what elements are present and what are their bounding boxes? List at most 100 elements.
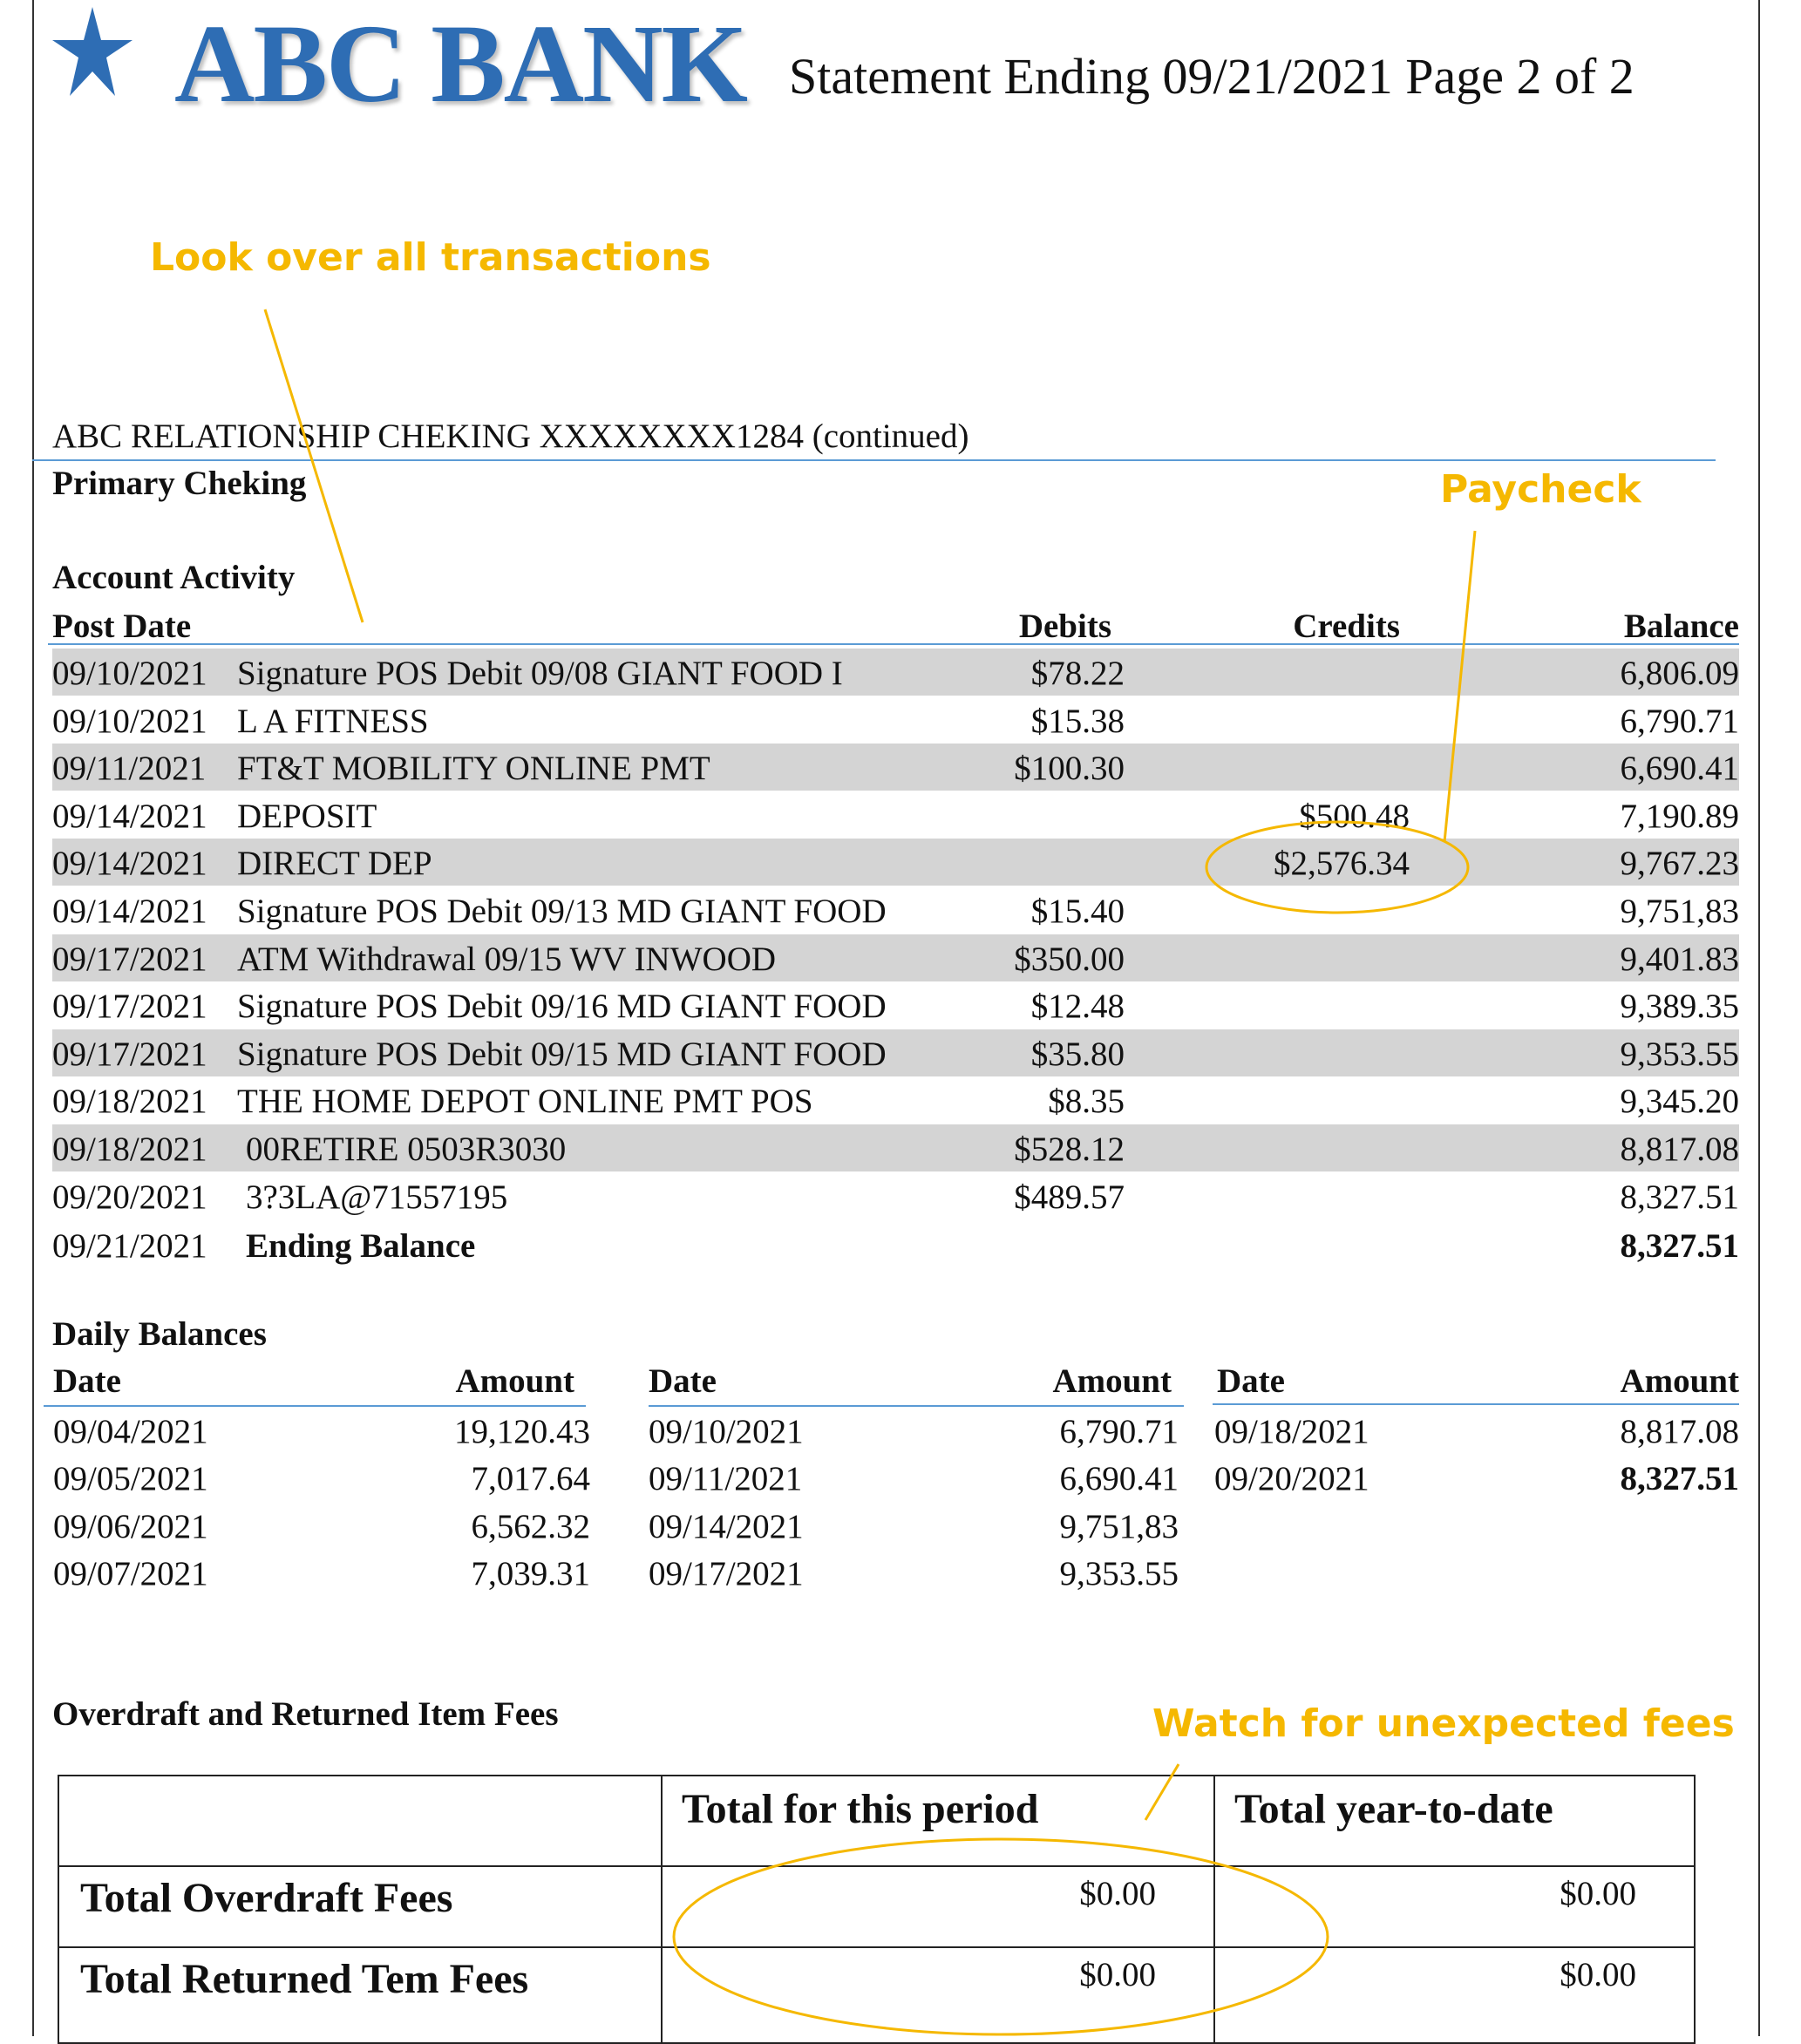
- debit-cell: $15.38: [1030, 702, 1125, 740]
- debit-cell: $35.80: [1030, 1035, 1125, 1073]
- fees-ytd-value: $0.00: [1213, 1865, 1696, 1948]
- ending-label: Ending Balance: [246, 1227, 476, 1265]
- daily-amount: 7,017.64: [471, 1460, 591, 1498]
- table-row: 09/17/2021 ATM Withdrawal 09/15 WV INWOOD…: [52, 934, 1739, 981]
- date-cell: 09/18/2021: [52, 1131, 207, 1168]
- account-title: ABC RELATIONSHIP CHEKING XXXXXXXX1284 (c…: [52, 418, 969, 455]
- debit-cell: $100.30: [1014, 750, 1125, 788]
- daily-date: 09/07/2021: [53, 1554, 208, 1592]
- daily-date: 09/20/2021: [1214, 1460, 1369, 1498]
- activity-header-row: Post Date Debits Credits Balance: [52, 601, 1739, 649]
- fees-row: Total Overdraft Fees $0.00 $0.00: [58, 1865, 1696, 1948]
- description-cell: 00RETIRE 0503R3030: [246, 1131, 567, 1168]
- daily-amount: 6,690.41: [1059, 1460, 1179, 1498]
- fees-row: Total Returned Tem Fees $0.00 $0.00: [58, 1946, 1696, 2044]
- debit-cell: $528.12: [1014, 1131, 1125, 1168]
- table-row: 09/17/2021 Signature POS Debit 09/16 MD G…: [52, 981, 1739, 1029]
- divider: [1213, 1403, 1739, 1405]
- daily-date: 09/05/2021: [53, 1460, 208, 1498]
- activity-title: Account Activity: [52, 559, 296, 596]
- date-cell: 09/17/2021: [52, 988, 207, 1026]
- daily-date: 09/06/2021: [53, 1507, 208, 1545]
- divider: [649, 1405, 1184, 1407]
- date-cell: 09/14/2021: [52, 797, 207, 835]
- page-border-right: [1758, 0, 1760, 2036]
- date-cell: 09/17/2021: [52, 940, 207, 978]
- balance-cell: 7,190.89: [1620, 797, 1740, 835]
- table-row: 09/18/2021 00RETIRE 0503R3030 $528.12 8,817…: [52, 1124, 1739, 1171]
- daily-amount: 6,790.71: [1059, 1413, 1179, 1450]
- annotation-paycheck: Paycheck: [1440, 467, 1641, 512]
- daily-amount: 7,039.31: [471, 1554, 591, 1592]
- description-cell: L A FITNESS: [237, 702, 429, 740]
- daily-date: 09/10/2021: [649, 1413, 804, 1450]
- page-border-left: [32, 0, 34, 2036]
- balance-cell: 6,806.09: [1620, 655, 1740, 692]
- daily-date: 09/04/2021: [53, 1413, 208, 1450]
- header-balance: Balance: [1623, 608, 1739, 645]
- description-cell: Signature POS Debit 09/13 MD GIANT FOOD: [237, 893, 887, 930]
- fees-label: Total Returned Tem Fees: [58, 1946, 663, 2044]
- date-cell: 09/11/2021: [52, 750, 207, 788]
- daily-date: 09/18/2021: [1214, 1413, 1369, 1450]
- balance-cell: 9,751,83: [1620, 893, 1740, 930]
- table-row: 09/14/2021 DEPOSIT $500.48 7,190.89: [52, 791, 1739, 839]
- daily-amount: 9,751,83: [1059, 1507, 1179, 1545]
- date-cell: 09/20/2021: [52, 1178, 207, 1216]
- fees-empty-cell: [58, 1775, 663, 1867]
- description-cell: Signature POS Debit 09/16 MD GIANT FOOD: [237, 988, 887, 1026]
- divider: [44, 1405, 586, 1407]
- daily-amount: 8,327.51: [1620, 1460, 1740, 1498]
- fees-label: Total Overdraft Fees: [58, 1865, 663, 1948]
- table-row: 09/11/2021 FT&T MOBILITY ONLINE PMT $100.3…: [52, 744, 1739, 791]
- divider: [48, 643, 1739, 645]
- debit-cell: $8.35: [1048, 1083, 1125, 1121]
- balance-cell: 9,767.23: [1620, 845, 1740, 883]
- balance-cell: 9,401.83: [1620, 940, 1740, 978]
- table-row: 09/14/2021 Signature POS Debit 09/13 MD G…: [52, 886, 1739, 934]
- balance-cell: 6,690.41: [1620, 750, 1740, 788]
- header-debits: Debits: [1018, 608, 1111, 645]
- description-cell: Signature POS Debit 09/08 GIANT FOOD I: [237, 655, 843, 692]
- divider: [32, 459, 1716, 461]
- table-row: 09/14/2021 DIRECT DEP $2,576.34 9,767.23: [52, 839, 1739, 886]
- ending-balance-row: 09/21/2021 Ending Balance 8,327.51: [52, 1221, 1739, 1268]
- table-row: 09/17/2021 Signature POS Debit 09/15 MD G…: [52, 1029, 1739, 1076]
- fees-head-period: Total for this period: [661, 1775, 1215, 1867]
- balance-cell: 8,817.08: [1620, 1131, 1740, 1168]
- credit-cell: $500.48: [1299, 797, 1410, 835]
- description-cell: DEPOSIT: [237, 797, 377, 835]
- daily-amount: 19,120.43: [454, 1413, 590, 1450]
- daily-date: 09/11/2021: [649, 1460, 803, 1498]
- description-cell: THE HOME DEPOT ONLINE PMT POS: [237, 1083, 813, 1121]
- annotation-fees: Watch for unexpected fees: [1152, 1701, 1735, 1746]
- fees-ytd-value: $0.00: [1213, 1946, 1696, 2044]
- fees-table: Total for this period Total year-to-date…: [58, 1775, 1696, 2044]
- date-cell: 09/10/2021: [52, 655, 207, 692]
- daily-date: 09/14/2021: [649, 1507, 804, 1545]
- fees-period-value: $0.00: [661, 1865, 1215, 1948]
- date-cell: 09/14/2021: [52, 845, 207, 883]
- description-cell: FT&T MOBILITY ONLINE PMT: [237, 750, 710, 788]
- ending-balance: 8,327.51: [1620, 1227, 1740, 1265]
- debit-cell: $15.40: [1030, 893, 1125, 930]
- bank-logo: ABC BANK: [174, 2, 748, 126]
- account-subtitle: Primary Cheking: [52, 465, 307, 502]
- daily-header-amount-3: Amount: [1620, 1362, 1739, 1400]
- statement-title: Statement Ending 09/21/2021 Page 2 of 2: [789, 48, 1634, 105]
- balance-cell: 9,345.20: [1620, 1083, 1740, 1121]
- balance-cell: 9,389.35: [1620, 988, 1740, 1026]
- table-row: 09/18/2021 THE HOME DEPOT ONLINE PMT POS $…: [52, 1076, 1739, 1124]
- daily-amount: 6,562.32: [471, 1507, 591, 1545]
- table-row: 09/20/2021 3?3LA@71557195 $489.57 8,327.51: [52, 1172, 1739, 1219]
- daily-date: 09/17/2021: [649, 1554, 804, 1592]
- fees-head-ytd: Total year-to-date: [1213, 1775, 1696, 1867]
- description-cell: DIRECT DEP: [237, 845, 432, 883]
- balance-cell: 6,790.71: [1620, 702, 1740, 740]
- daily-header-date-3: Date: [1217, 1362, 1285, 1400]
- date-cell: 09/10/2021: [52, 702, 207, 740]
- daily-header-amount-1: Amount: [455, 1362, 574, 1400]
- debit-cell: $78.22: [1030, 655, 1125, 692]
- daily-header-date-2: Date: [649, 1362, 717, 1400]
- debit-cell: $350.00: [1014, 940, 1125, 978]
